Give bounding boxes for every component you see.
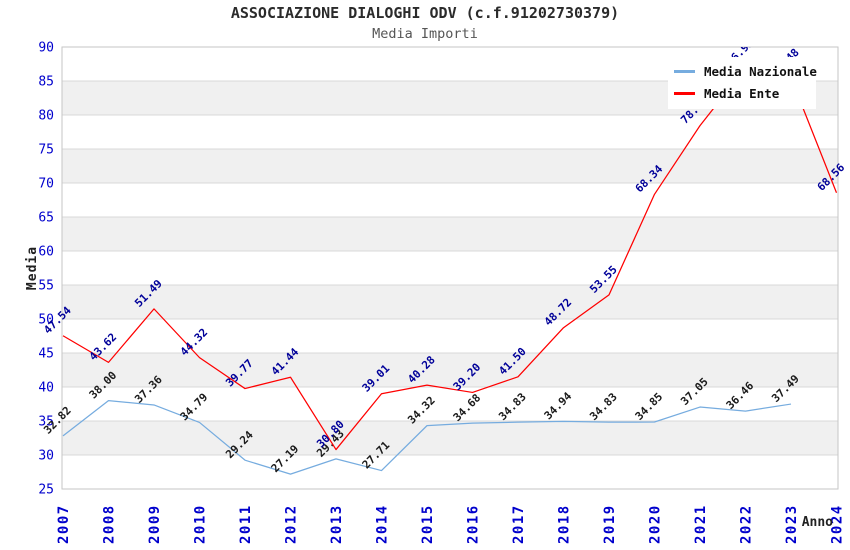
x-tick-label: 2022 [739, 504, 755, 544]
x-tick-label: 2014 [375, 504, 391, 544]
legend: Media Nazionale Media Ente [668, 57, 817, 109]
x-tick-label: 2013 [329, 504, 345, 544]
y-tick-label: 25 [38, 483, 54, 498]
x-tick-label: 2017 [511, 504, 527, 544]
x-tick-label: 2023 [784, 504, 800, 544]
legend-line-swatch-blue [674, 70, 695, 73]
value-label: 34.83 [496, 390, 529, 423]
y-tick-label: 30 [38, 449, 54, 464]
x-tick-label: 2020 [648, 504, 664, 544]
y-tick-label: 60 [38, 245, 54, 260]
x-tick-label: 2012 [284, 504, 300, 544]
value-label: 34.68 [451, 391, 484, 424]
y-axis-tick-labels: 25 30 35 40 45 50 55 60 65 70 75 80 85 90 [38, 41, 54, 498]
series-line-media-nazionale [62, 399, 792, 475]
legend-label-media-nazionale: Media Nazionale [704, 64, 817, 79]
x-tick-label: 2018 [557, 504, 573, 544]
x-tick-label: 2019 [602, 504, 618, 544]
x-tick-label: 2024 [830, 504, 846, 544]
chart-subtitle: Media Importi [372, 26, 478, 42]
y-tick-label: 50 [38, 313, 54, 328]
y-tick-label: 45 [38, 347, 54, 362]
chart-title: ASSOCIAZIONE DIALOGHI ODV (c.f.912027303… [230, 4, 620, 22]
x-axis-title: Anno [802, 515, 833, 530]
x-tick-label: 2008 [102, 504, 118, 544]
y-tick-label: 65 [38, 211, 54, 226]
x-tick-label: 2021 [693, 504, 709, 544]
x-tick-label: 2009 [147, 504, 163, 544]
y-tick-label: 70 [38, 177, 54, 192]
x-tick-label: 2015 [420, 504, 436, 544]
plot-border [61, 46, 839, 490]
y-axis-title: Media [25, 246, 40, 290]
x-tick-label: 2011 [238, 504, 254, 544]
y-tick-label: 35 [38, 415, 54, 430]
y-tick-label: 90 [38, 41, 54, 56]
x-tick-label: 2010 [193, 504, 209, 544]
x-tick-label: 2007 [56, 504, 72, 544]
series-line-media-ente [62, 67, 838, 451]
y-tick-label: 85 [38, 75, 54, 90]
value-label: 34.83 [587, 390, 620, 423]
y-tick-label: 75 [38, 143, 54, 158]
y-tick-label: 80 [38, 109, 54, 124]
x-axis-tick-labels: 2007 2008 2009 2010 2011 2012 2013 2014 2015 2016… [56, 504, 846, 544]
value-label: 34.85 [633, 390, 666, 423]
grid-lines [62, 80, 838, 456]
legend-line-swatch-red [674, 92, 695, 95]
y-tick-label: 55 [38, 279, 54, 294]
value-label: 34.79 [178, 391, 211, 424]
legend-item-media-ente: Media Ente [674, 86, 810, 101]
value-label: 34.94 [542, 389, 575, 422]
legend-item-media-nazionale: Media Nazionale [674, 64, 817, 79]
y-tick-label: 40 [38, 381, 54, 396]
x-tick-label: 2016 [466, 504, 482, 544]
legend-label-media-ente: Media Ente [704, 86, 780, 101]
plot-bands [62, 81, 838, 455]
